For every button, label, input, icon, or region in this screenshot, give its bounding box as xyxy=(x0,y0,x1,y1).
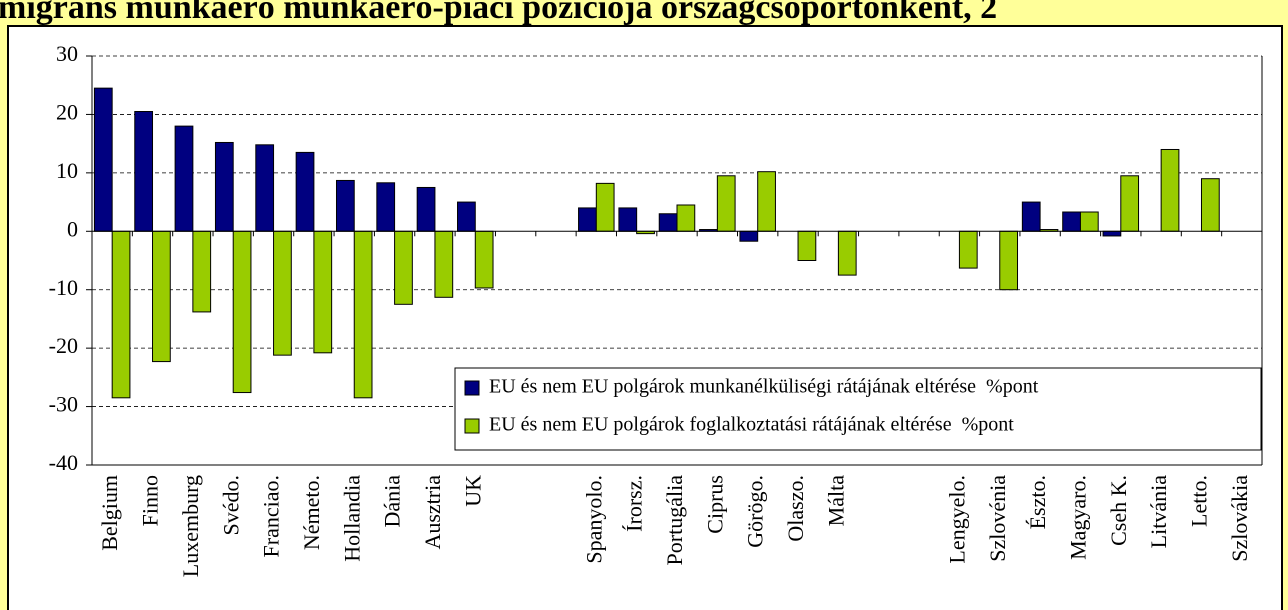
bar xyxy=(434,230,454,298)
bar xyxy=(1200,178,1220,232)
legend-label: EU és nem EU polgárok foglalkoztatási rá… xyxy=(489,414,1014,436)
x-tick-label: Belgium xyxy=(97,475,122,551)
bar xyxy=(999,230,1019,291)
bar xyxy=(658,213,678,232)
y-tick-label: -10 xyxy=(49,275,78,300)
bar xyxy=(716,175,736,232)
y-tick-label: 20 xyxy=(56,99,78,124)
x-tick-label: Litvánia xyxy=(1146,475,1171,549)
x-tick-label: Cseh K. xyxy=(1106,475,1131,546)
bar xyxy=(192,230,212,313)
bar xyxy=(313,230,333,354)
x-tick-label: Észto. xyxy=(1025,475,1050,529)
x-tick-label: Németo. xyxy=(299,475,324,550)
x-tick-label: Szlovákia xyxy=(1227,475,1252,562)
bar xyxy=(174,125,194,232)
bar xyxy=(578,207,597,232)
bar xyxy=(457,201,476,232)
x-tick-label: UK xyxy=(460,475,485,507)
x-tick-label: Franciao. xyxy=(259,475,284,557)
bar xyxy=(353,230,373,399)
legend-swatch xyxy=(464,380,480,396)
bar xyxy=(739,230,759,242)
x-tick-label: Hollandia xyxy=(339,475,364,562)
chart-panel xyxy=(7,25,1283,610)
bar xyxy=(93,87,113,232)
x-tick-label: Olaszo. xyxy=(783,475,808,542)
x-tick-label: Görögo. xyxy=(743,475,768,548)
x-tick-label: Svédo. xyxy=(218,475,243,536)
legend-box xyxy=(454,367,1262,451)
bar xyxy=(214,141,234,232)
bar xyxy=(134,111,154,232)
x-tick-label: Finno xyxy=(138,475,163,526)
chart-title: migráns munkaerő munkaerő-piaci pozíciój… xyxy=(0,0,997,26)
x-tick-label: Magyaro. xyxy=(1065,475,1090,560)
bar xyxy=(111,230,131,399)
x-tick-label: Málta xyxy=(823,475,848,527)
legend-label: EU és nem EU polgárok munkanélküliségi r… xyxy=(489,376,1039,398)
bar xyxy=(837,230,857,276)
bar xyxy=(618,207,638,232)
bar xyxy=(232,230,252,394)
x-tick-label: Lengyelo. xyxy=(944,475,969,564)
x-tick-label: Portugália xyxy=(662,475,687,566)
legend-swatch xyxy=(464,418,480,434)
bar xyxy=(376,182,396,232)
x-tick-label: Írorsz. xyxy=(622,475,647,532)
bar xyxy=(1079,211,1099,232)
x-tick-label: Luxemburg xyxy=(178,475,203,577)
x-tick-label: Letto. xyxy=(1187,475,1212,527)
bar xyxy=(958,230,978,269)
x-tick-label: Dánia xyxy=(380,475,405,528)
y-tick-label: -20 xyxy=(49,333,78,358)
y-tick-label: 30 xyxy=(56,41,78,66)
bar xyxy=(1120,175,1140,232)
bar xyxy=(416,186,436,232)
bar xyxy=(152,230,171,363)
x-tick-label: Ciprus xyxy=(702,475,727,534)
bar xyxy=(1021,201,1041,232)
x-tick-label: Spanyolo. xyxy=(581,475,606,564)
bar xyxy=(255,144,275,232)
bar xyxy=(595,182,615,232)
bar xyxy=(1160,148,1180,232)
y-tick-label: -40 xyxy=(49,450,78,475)
bar xyxy=(394,230,413,305)
x-tick-label: Ausztria xyxy=(420,475,445,550)
x-tick-label: Szlovénia xyxy=(985,475,1010,562)
bar xyxy=(1062,211,1081,232)
bar xyxy=(474,230,494,289)
y-tick-label: 10 xyxy=(56,158,78,183)
bar xyxy=(757,171,776,232)
bar xyxy=(295,151,315,232)
bar xyxy=(797,230,817,262)
bar xyxy=(335,179,355,232)
title-bar xyxy=(0,0,1288,24)
y-tick-label: 0 xyxy=(67,216,78,241)
y-tick-label: -30 xyxy=(49,392,78,417)
bar xyxy=(676,204,696,232)
bar xyxy=(1102,230,1122,237)
bar xyxy=(273,230,292,356)
